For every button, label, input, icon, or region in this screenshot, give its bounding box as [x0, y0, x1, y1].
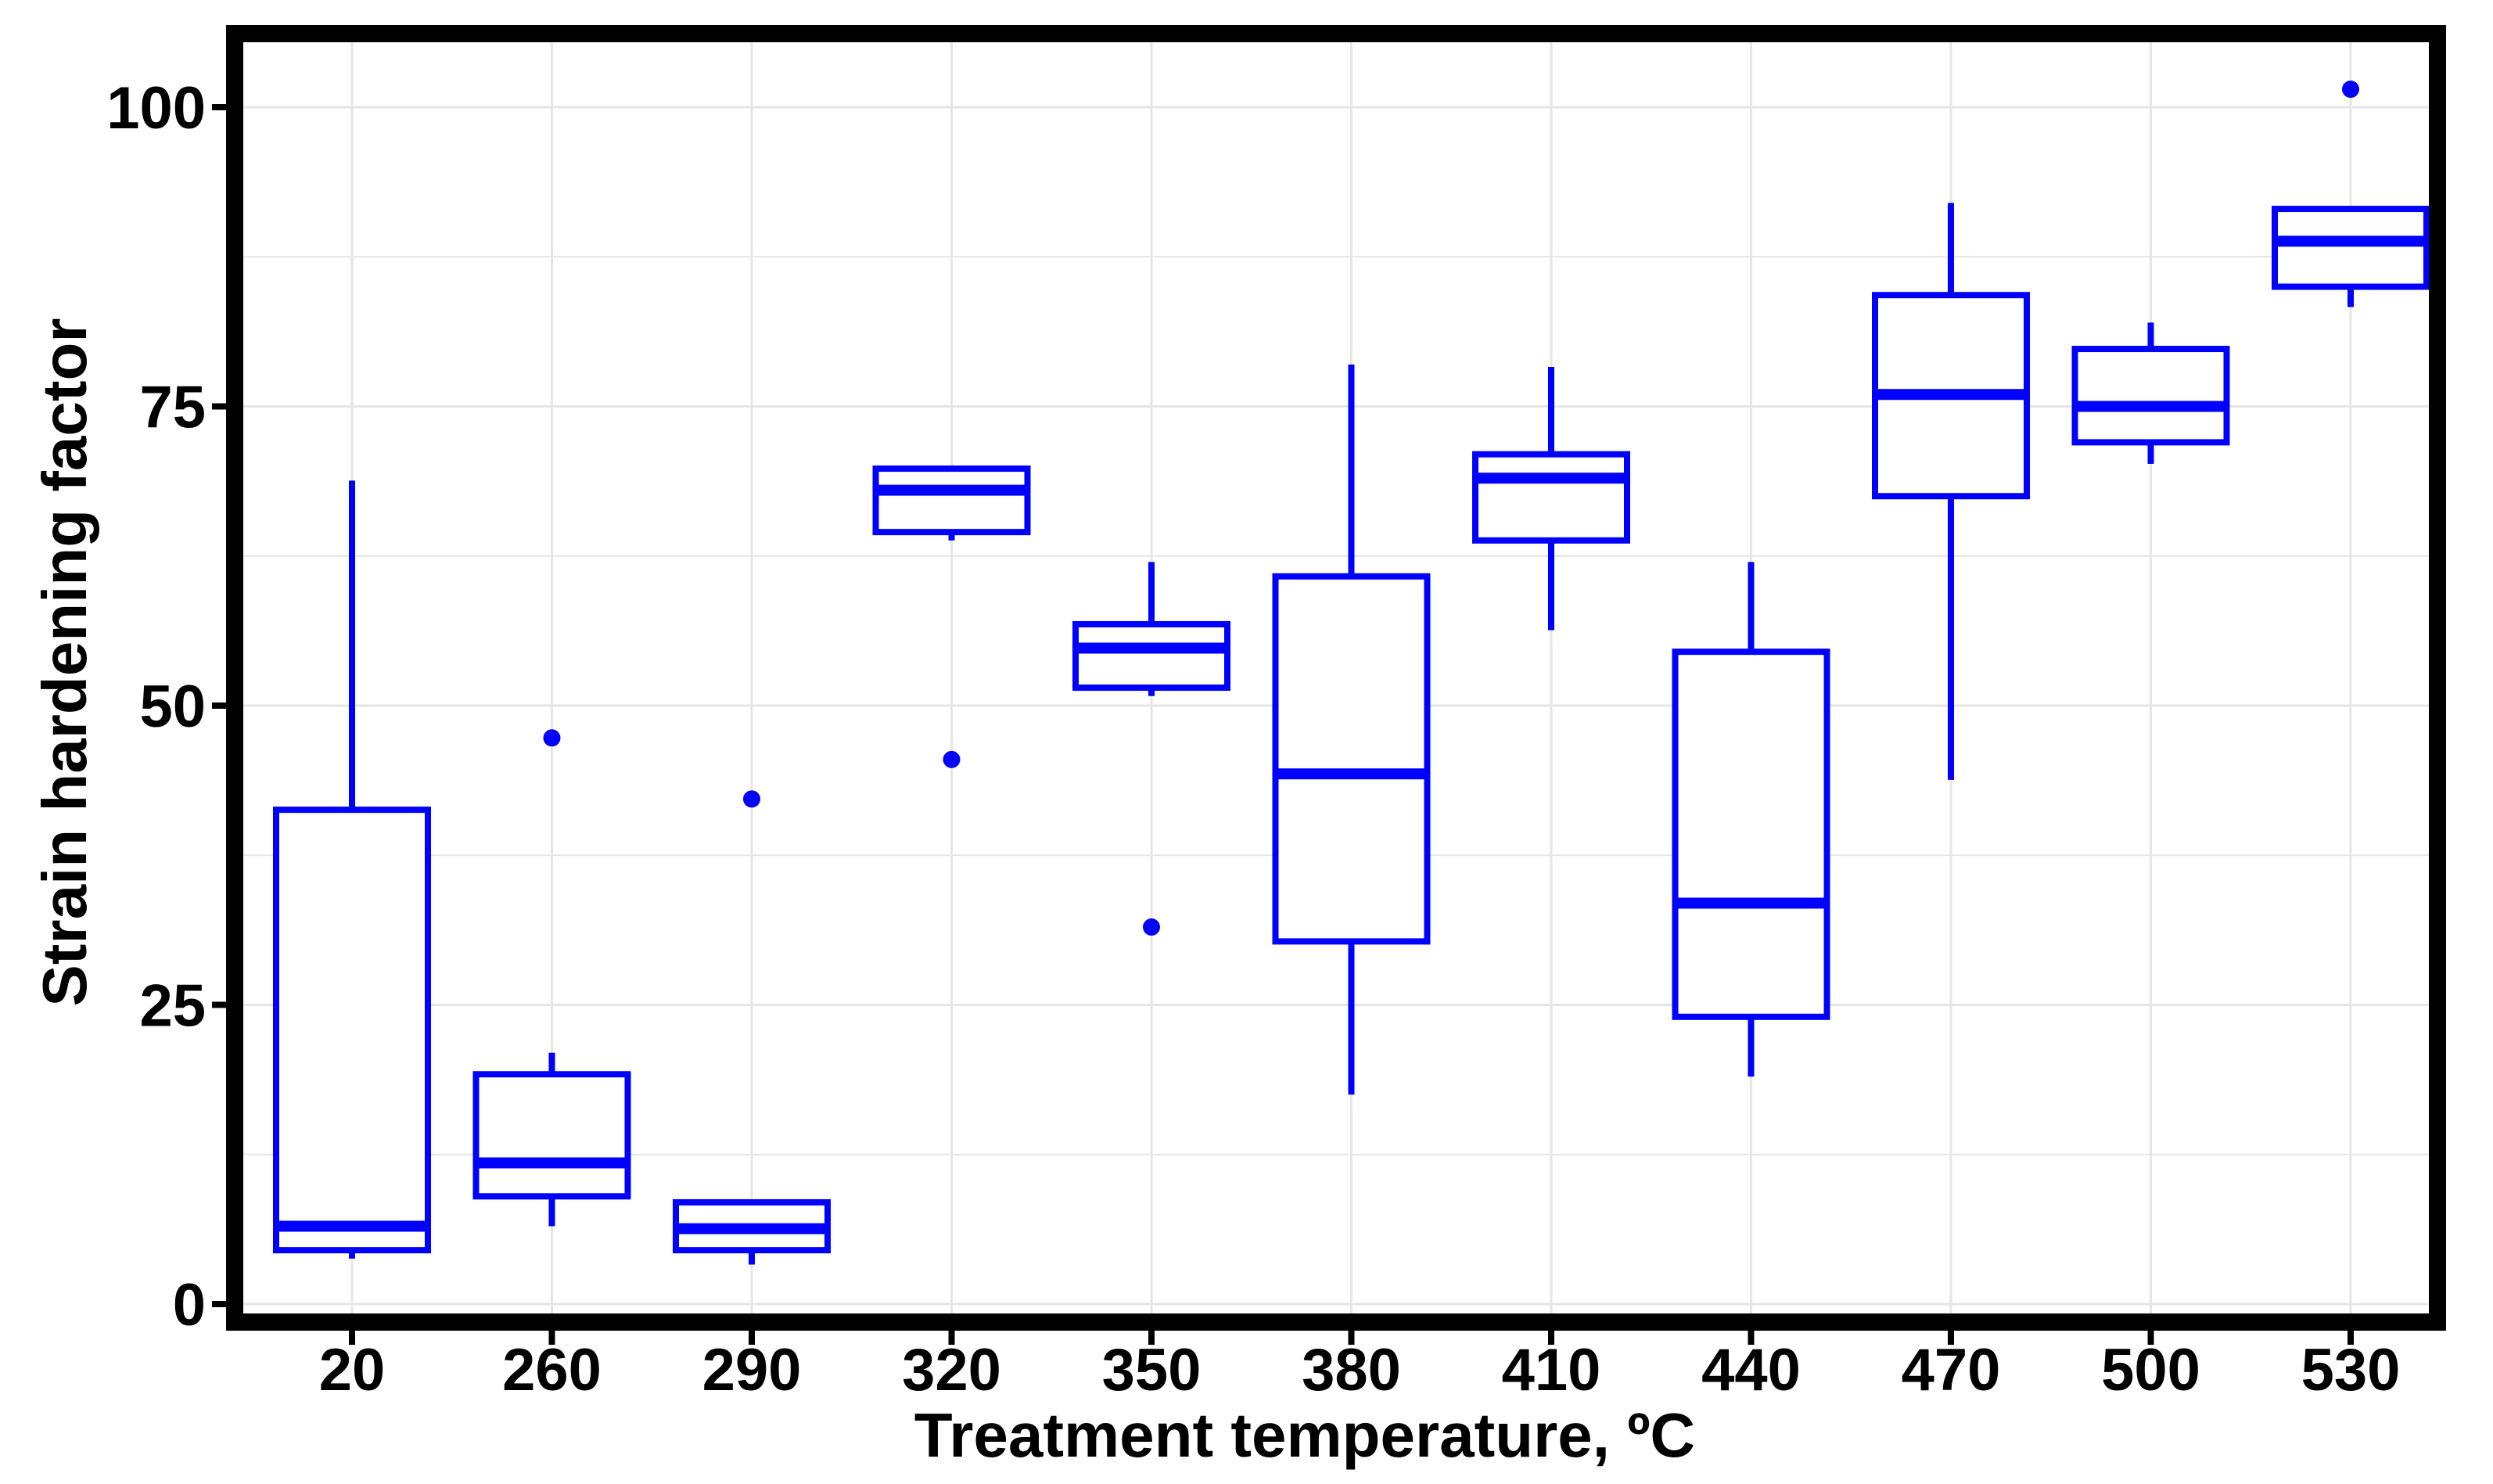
box-iqr — [1072, 620, 1230, 692]
x-tick-label: 530 — [2301, 1337, 2401, 1403]
x-tick-label: 290 — [702, 1337, 802, 1403]
y-axis-title: Strain hardening factor — [30, 318, 99, 1006]
box-group-440 — [1672, 562, 1830, 1077]
box-iqr — [1672, 649, 1830, 1020]
y-tick-label: 100 — [106, 75, 206, 142]
box-group-20 — [273, 480, 431, 1259]
box-iqr — [2071, 346, 2230, 446]
y-tick-label: 25 — [139, 973, 206, 1040]
box-group-500 — [2071, 322, 2230, 464]
box-group-530 — [2272, 81, 2430, 307]
box-group-290 — [673, 790, 831, 1265]
y-tick-label: 0 — [173, 1272, 206, 1338]
box-iqr — [872, 465, 1031, 536]
x-tick-label: 440 — [1701, 1337, 1801, 1403]
outlier-point — [743, 790, 760, 808]
box-group-410 — [1472, 367, 1630, 631]
y-tick-label: 50 — [139, 674, 206, 740]
box-group-320 — [872, 465, 1031, 768]
outlier-point — [1143, 918, 1160, 936]
y-axis-ticks: 0 25 50 75 100 — [106, 75, 226, 1338]
box-group-470 — [1872, 203, 2030, 780]
box-group-380 — [1272, 364, 1431, 1095]
plot-frame — [226, 25, 2446, 1331]
outlier-point — [543, 729, 561, 747]
x-tick-label: 320 — [902, 1337, 1001, 1403]
y-tick-label: 75 — [139, 375, 206, 441]
x-tick-label: 350 — [1102, 1337, 1202, 1403]
box-iqr — [273, 807, 431, 1254]
x-tick-label: 380 — [1302, 1337, 1401, 1403]
x-axis-ticks: 20 260 290 320 350 380 410 440 470 500 530 — [319, 1331, 2401, 1403]
box-iqr — [1472, 451, 1630, 544]
x-tick-label: 470 — [1902, 1337, 2001, 1403]
outlier-point — [943, 750, 961, 768]
x-axis-title: Treatment temperature, ºC — [914, 1400, 1695, 1470]
box-iqr — [472, 1071, 631, 1200]
box-iqr — [2272, 206, 2430, 290]
box-group-260 — [472, 729, 631, 1227]
boxes — [273, 81, 2430, 1265]
x-tick-label: 260 — [502, 1337, 602, 1403]
x-tick-label: 500 — [2101, 1337, 2200, 1403]
outlier-point — [2342, 81, 2359, 99]
x-tick-label: 20 — [319, 1337, 386, 1403]
box-group-350 — [1072, 562, 1230, 936]
x-tick-label: 410 — [1502, 1337, 1601, 1403]
box-iqr — [1272, 573, 1431, 945]
